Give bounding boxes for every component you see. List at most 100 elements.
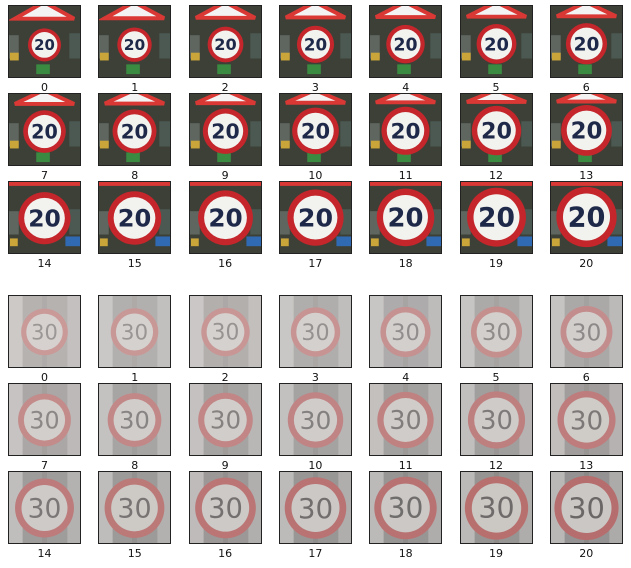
sign-thumbnail: 20 (189, 182, 261, 253)
sign-number: 20 (304, 34, 327, 54)
sample-index-label: 10 (308, 459, 323, 472)
sample-cell: 20 13 (549, 93, 623, 182)
sign-thumbnail: 30 (550, 472, 622, 543)
sign-number: 30 (210, 406, 241, 435)
sign-number: 30 (121, 321, 148, 346)
sign-number: 30 (119, 407, 150, 435)
sample-cell: 30 2 (188, 295, 262, 384)
sample-index-label: 18 (398, 547, 413, 560)
sign-thumbnail: 20 (99, 6, 171, 77)
sign-number: 30 (388, 492, 424, 525)
sample-image: 30 (98, 295, 172, 368)
sign-number: 30 (118, 494, 152, 525)
sign-number: 30 (299, 406, 331, 435)
sample-cell: 30 13 (549, 383, 623, 472)
sign-thumbnail: 30 (460, 472, 532, 543)
sample-cell: 30 3 (278, 295, 352, 384)
sample-index-label: 17 (308, 547, 323, 560)
sample-cell: 30 14 (8, 471, 81, 560)
sample-index-label: 8 (131, 169, 139, 182)
sign-thumbnail: 30 (99, 384, 171, 455)
sign-number: 20 (484, 34, 509, 55)
sign-thumbnail: 30 (370, 472, 442, 543)
sample-cell: 20 9 (188, 93, 262, 182)
sign-thumbnail: 30 (189, 472, 261, 543)
sample-index-label: 2 (221, 81, 229, 94)
sign-thumbnail: 20 (189, 6, 261, 77)
sign-number: 30 (29, 406, 59, 434)
sign-number: 30 (478, 492, 514, 525)
sign-thumbnail: 30 (279, 296, 351, 367)
sample-image: 30 (369, 383, 443, 456)
sample-image: 30 (188, 471, 262, 544)
sign-thumbnail: 20 (550, 6, 622, 77)
sample-image: 20 (188, 181, 262, 254)
sample-image: 30 (549, 471, 623, 544)
sign-thumbnail: 20 (370, 94, 442, 165)
sample-image: 30 (459, 471, 533, 544)
sign-number: 30 (391, 320, 420, 346)
sample-cell: 20 0 (8, 5, 81, 94)
sample-index-label: 14 (37, 547, 52, 560)
sample-index-label: 19 (489, 257, 503, 270)
traffic-sign-grid-speed-30: 30 0 30 1 30 2 30 3 30 4 30 5 30 6 30 7 30 8 30 9 30 10 30 11 30… (0, 290, 631, 568)
sample-index-label: 18 (398, 257, 413, 270)
sign-thumbnail: 20 (279, 94, 351, 165)
sample-cell: 20 18 (369, 181, 443, 270)
sample-cell: 30 4 (369, 295, 443, 384)
sample-image: 30 (188, 295, 262, 368)
sign-thumbnail: 20 (99, 182, 171, 253)
sign-number: 20 (124, 36, 146, 54)
sample-image: 20 (188, 93, 262, 166)
sample-cell: 20 10 (278, 93, 352, 182)
sign-number: 20 (214, 35, 236, 54)
sign-number: 30 (298, 492, 333, 525)
sample-image: 30 (549, 383, 623, 456)
sample-cell: 30 17 (278, 471, 352, 560)
grid-speed-20: 20 0 20 1 20 2 20 3 20 4 20 5 20 6 20 7 20 8 20 9 20 10 20 11 20… (8, 5, 623, 273)
sample-cell: 30 8 (98, 383, 172, 472)
sample-index-label: 2 (221, 371, 229, 384)
sample-image: 20 (98, 5, 172, 78)
sign-thumbnail: 30 (99, 472, 171, 543)
sample-image: 20 (459, 181, 533, 254)
sign-thumbnail: 20 (550, 182, 622, 253)
sign-thumbnail: 30 (9, 296, 80, 367)
sample-cell: 30 6 (549, 295, 623, 384)
sign-thumbnail: 20 (370, 6, 442, 77)
sample-cell: 20 14 (8, 181, 81, 270)
sample-cell: 20 17 (278, 181, 352, 270)
sample-cell: 30 0 (8, 295, 81, 384)
sample-index-label: 5 (492, 81, 500, 94)
sample-image: 20 (278, 5, 352, 78)
sample-index-label: 11 (398, 169, 413, 182)
sample-index-label: 4 (402, 81, 410, 94)
sample-cell: 20 20 (549, 181, 623, 270)
sign-thumbnail: 30 (370, 296, 442, 367)
sample-index-label: 12 (489, 459, 503, 472)
sign-thumbnail: 30 (9, 472, 80, 543)
sample-image: 30 (98, 383, 172, 456)
sample-index-label: 1 (131, 81, 139, 94)
sign-number: 20 (570, 118, 602, 144)
sample-cell: 20 1 (98, 5, 172, 94)
sample-cell: 30 18 (369, 471, 443, 560)
sample-index-label: 15 (127, 547, 142, 560)
sample-cell: 30 20 (549, 471, 623, 560)
sample-cell: 30 10 (278, 383, 352, 472)
sample-image: 20 (369, 93, 443, 166)
sign-number: 30 (208, 494, 243, 525)
sign-number: 20 (388, 204, 424, 234)
sign-number: 20 (31, 120, 58, 143)
sample-image: 30 (278, 471, 352, 544)
sign-thumbnail: 30 (279, 384, 351, 455)
sample-index-label: 20 (579, 257, 594, 270)
sample-cell: 30 16 (188, 471, 262, 560)
sign-number: 20 (481, 118, 512, 144)
sample-index-label: 13 (579, 459, 594, 472)
sample-cell: 20 3 (278, 5, 352, 94)
sample-cell: 30 7 (8, 383, 81, 472)
sample-cell: 20 15 (98, 181, 172, 270)
sign-thumbnail: 30 (189, 296, 261, 367)
sample-index-label: 20 (579, 547, 594, 560)
